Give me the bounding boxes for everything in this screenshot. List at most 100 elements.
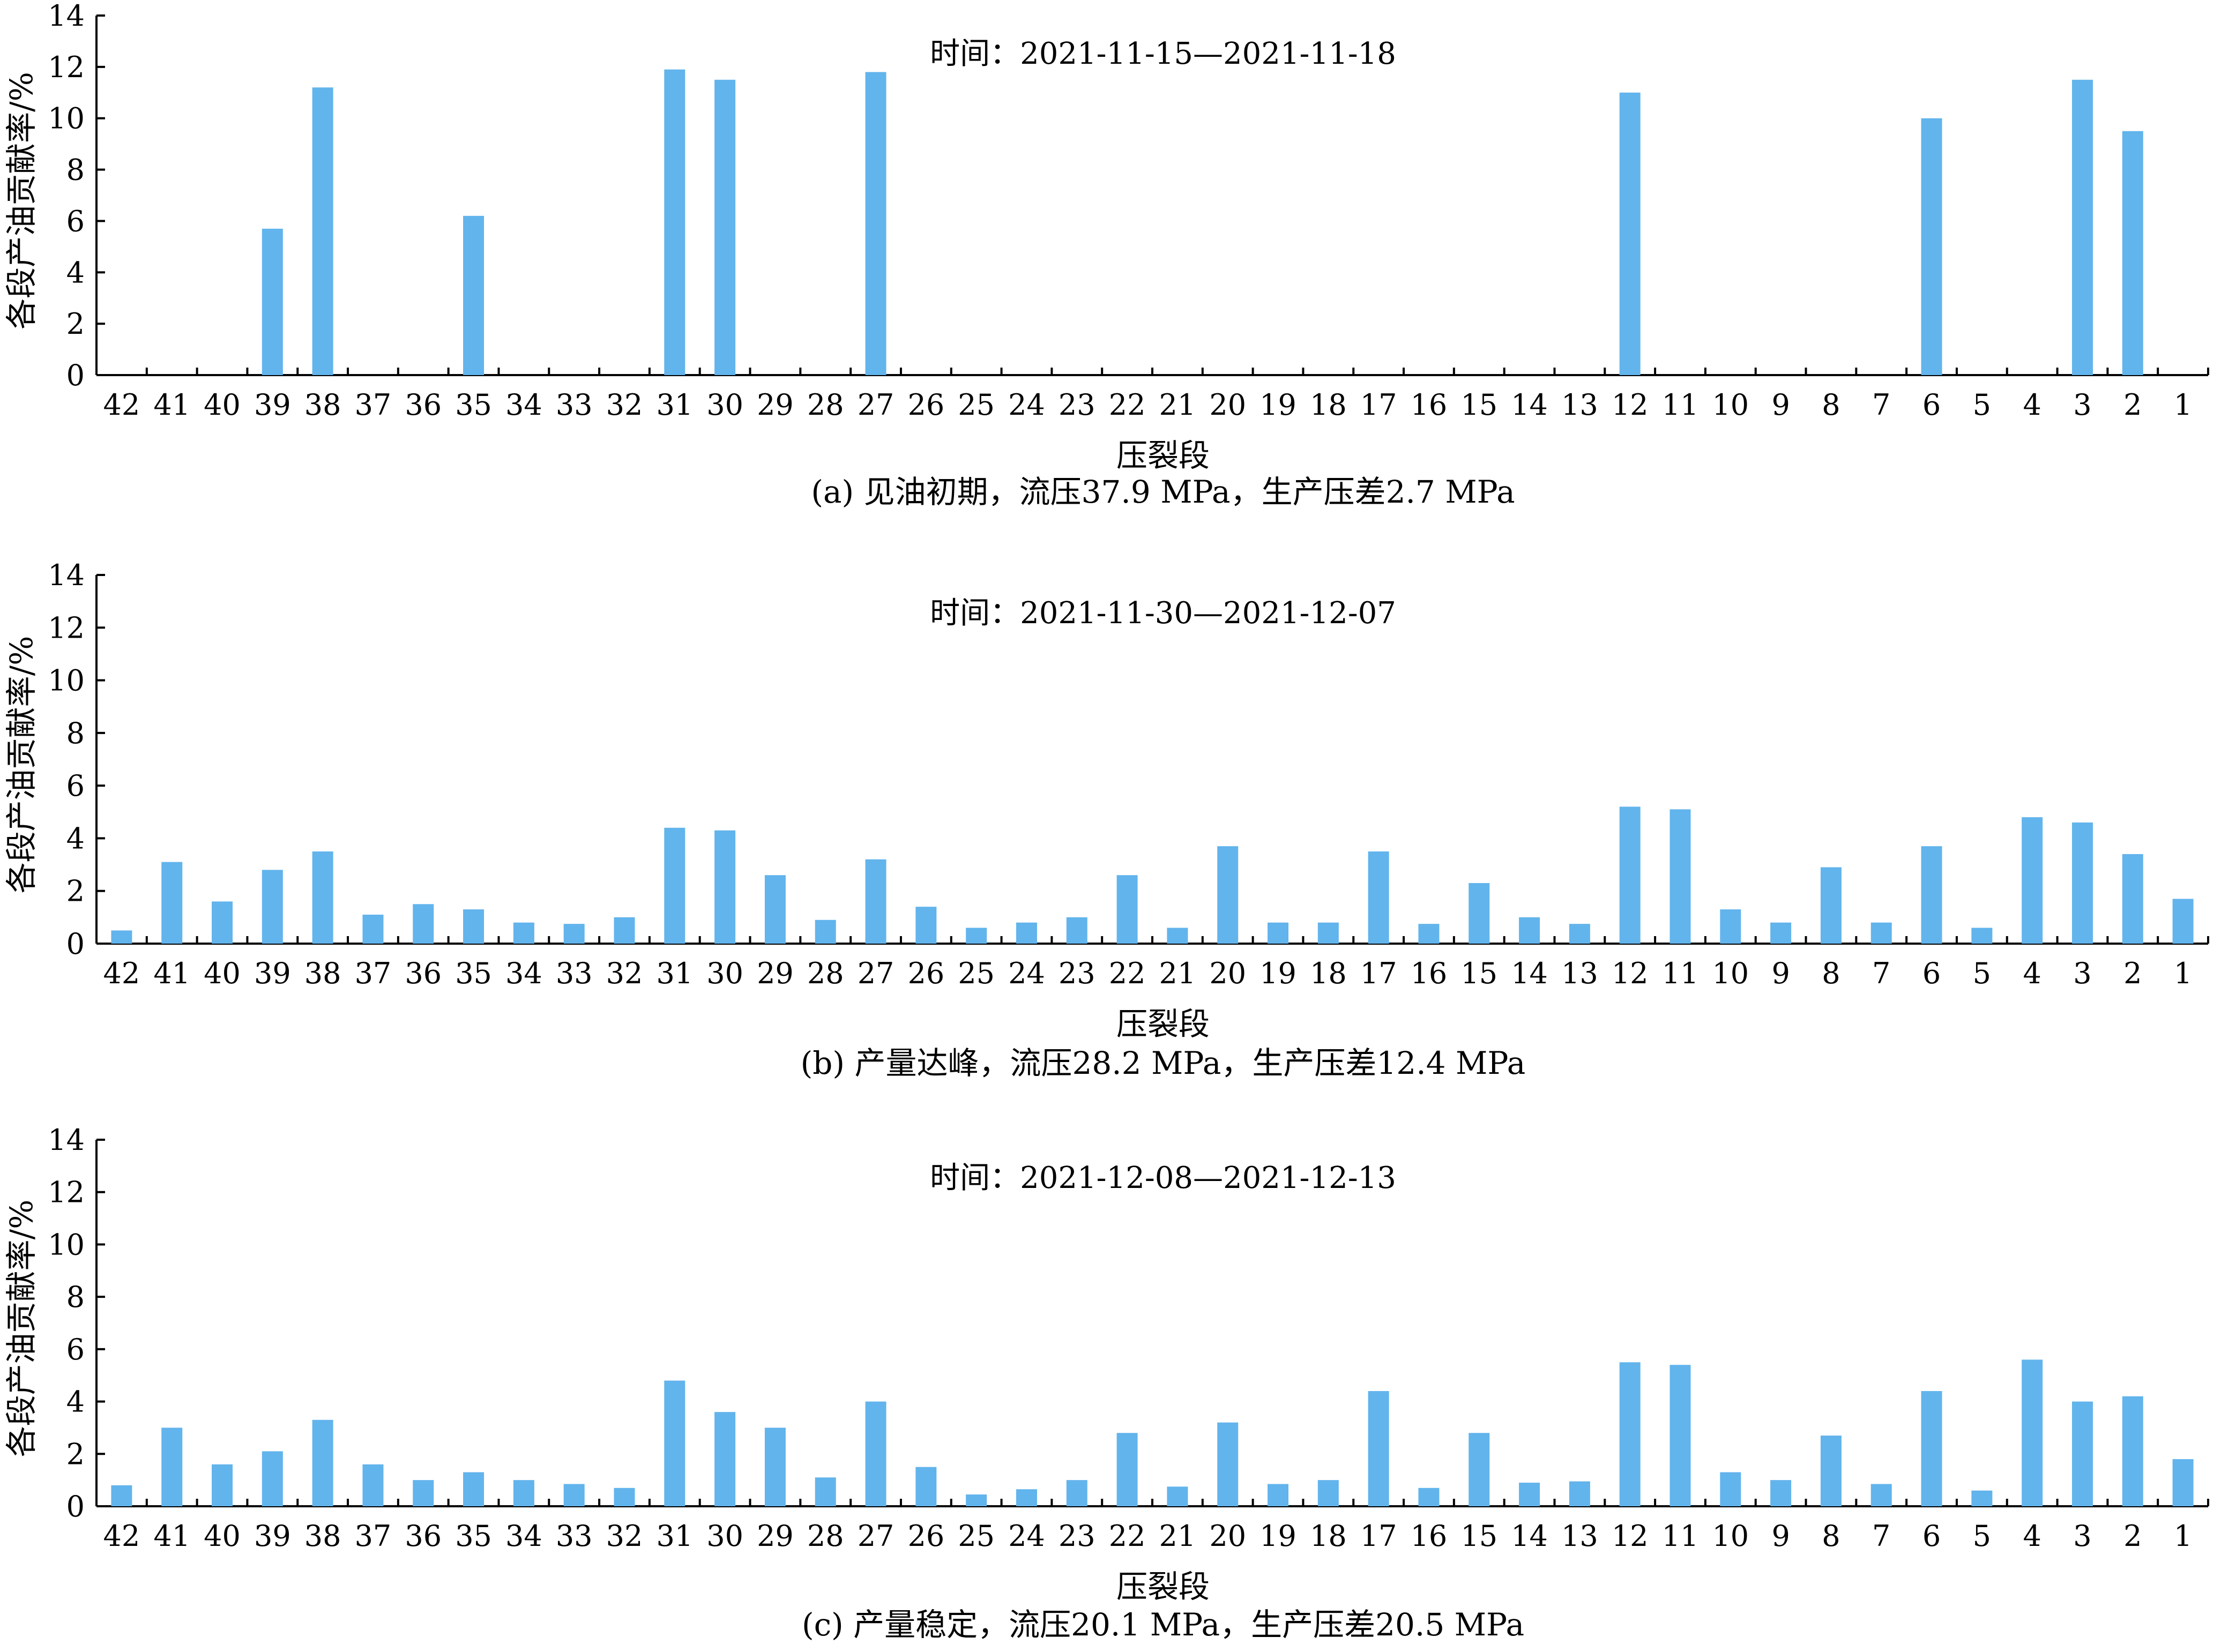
bar-stage-26 — [915, 1467, 937, 1506]
x-tick-label: 21 — [1159, 388, 1196, 422]
y-tick-label: 6 — [66, 769, 85, 803]
x-tick-label: 23 — [1059, 956, 1095, 990]
bar-stage-9 — [1770, 922, 1792, 944]
x-tick-label: 17 — [1360, 956, 1397, 990]
x-tick-label: 23 — [1059, 388, 1095, 422]
bar-stage-19 — [1268, 1484, 1289, 1506]
bar-stage-3 — [2071, 822, 2093, 944]
x-tick-label: 37 — [355, 1519, 392, 1553]
x-tick-label: 8 — [1822, 956, 1840, 990]
x-tick-label: 41 — [153, 956, 190, 990]
y-tick-label: 6 — [66, 1333, 85, 1366]
x-tick-label: 4 — [2023, 1519, 2041, 1553]
x-tick-label: 11 — [1662, 388, 1699, 422]
bar-stage-7 — [1870, 1484, 1892, 1506]
panel-caption: (b) 产量达峰，流压28.2 MPa，生产压差12.4 MPa — [801, 1045, 1526, 1081]
bar-stage-33 — [563, 924, 585, 944]
y-tick-label: 14 — [48, 558, 85, 592]
bar-stage-15 — [1469, 883, 1490, 944]
bar-stage-22 — [1116, 1433, 1138, 1506]
time-annotation: 时间：2021-11-15—2021-11-18 — [930, 36, 1396, 71]
bar-stage-40 — [212, 1464, 233, 1506]
bar-stage-35 — [463, 909, 485, 944]
bar-stage-1 — [2172, 899, 2194, 944]
bar-stage-15 — [1469, 1433, 1490, 1506]
x-tick-label: 33 — [556, 956, 593, 990]
x-tick-label: 25 — [958, 388, 995, 422]
bar-stage-38 — [312, 87, 333, 375]
bar-stage-18 — [1317, 922, 1339, 944]
x-tick-label: 34 — [505, 388, 542, 422]
bar-stage-12 — [1619, 806, 1641, 944]
y-tick-label: 10 — [48, 1228, 85, 1261]
bar-stage-32 — [614, 917, 635, 944]
x-tick-label: 6 — [1922, 1519, 1941, 1553]
bar-stage-21 — [1167, 928, 1188, 944]
x-tick-label: 9 — [1771, 956, 1790, 990]
y-tick-label: 14 — [48, 1123, 85, 1157]
x-tick-label: 7 — [1872, 956, 1890, 990]
bar-stage-5 — [1971, 1490, 1993, 1506]
x-tick-label: 16 — [1411, 388, 1448, 422]
bar-stage-10 — [1720, 909, 1741, 944]
x-tick-label: 19 — [1259, 388, 1296, 422]
x-tick-label: 39 — [254, 388, 291, 422]
y-tick-label: 12 — [48, 611, 85, 645]
x-tick-label: 5 — [1973, 956, 1991, 990]
x-tick-label: 34 — [505, 956, 542, 990]
bar-stage-39 — [262, 228, 283, 375]
bar-stage-34 — [513, 1480, 534, 1506]
x-tick-label: 40 — [204, 956, 241, 990]
x-tick-label: 29 — [757, 956, 794, 990]
x-tick-label: 19 — [1259, 956, 1296, 990]
x-tick-label: 35 — [455, 956, 492, 990]
bar-stage-12 — [1619, 1362, 1641, 1506]
bar-stage-38 — [312, 1419, 333, 1506]
bar-stage-3 — [2071, 1401, 2093, 1506]
bar-stage-40 — [212, 901, 233, 944]
x-tick-label: 27 — [858, 956, 895, 990]
x-tick-label: 35 — [455, 1519, 492, 1553]
time-annotation: 时间：2021-11-30—2021-12-07 — [930, 596, 1396, 631]
bar-stage-29 — [764, 1427, 786, 1506]
bar-stage-17 — [1368, 1391, 1389, 1506]
x-tick-label: 30 — [706, 1519, 743, 1553]
y-tick-label: 14 — [48, 0, 85, 33]
bar-stage-5 — [1971, 928, 1993, 944]
bar-stage-17 — [1368, 851, 1389, 944]
x-tick-label: 41 — [153, 1519, 190, 1553]
x-tick-label: 34 — [505, 1519, 542, 1553]
bar-stage-1 — [2172, 1459, 2194, 1506]
x-tick-label: 5 — [1973, 1519, 1991, 1553]
bar-stage-18 — [1317, 1480, 1339, 1506]
x-tick-label: 5 — [1973, 388, 1991, 422]
x-tick-label: 12 — [1612, 1519, 1649, 1553]
bar-stage-25 — [966, 928, 987, 944]
x-tick-label: 2 — [2123, 388, 2142, 422]
x-tick-label: 8 — [1822, 1519, 1840, 1553]
bar-stage-2 — [2122, 1396, 2143, 1506]
x-tick-label: 1 — [2174, 388, 2192, 422]
x-tick-label: 2 — [2123, 956, 2142, 990]
x-tick-label: 19 — [1259, 1519, 1296, 1553]
x-tick-label: 31 — [656, 956, 693, 990]
time-annotation: 时间：2021-12-08—2021-12-13 — [930, 1161, 1396, 1195]
x-tick-label: 3 — [2073, 956, 2091, 990]
bar-stage-16 — [1418, 1487, 1440, 1506]
bar-stage-41 — [161, 1427, 183, 1506]
x-tick-label: 41 — [153, 388, 190, 422]
x-tick-label: 42 — [103, 388, 140, 422]
bar-stage-19 — [1268, 922, 1289, 944]
x-tick-label: 20 — [1209, 1519, 1246, 1553]
x-tick-label: 39 — [254, 1519, 291, 1553]
bar-stage-28 — [815, 1477, 836, 1506]
bar-stage-31 — [664, 1380, 685, 1506]
bar-stage-22 — [1116, 875, 1138, 944]
bar-stage-6 — [1921, 118, 1942, 375]
x-tick-label: 7 — [1872, 388, 1890, 422]
x-tick-label: 28 — [807, 956, 844, 990]
x-tick-label: 12 — [1612, 388, 1649, 422]
